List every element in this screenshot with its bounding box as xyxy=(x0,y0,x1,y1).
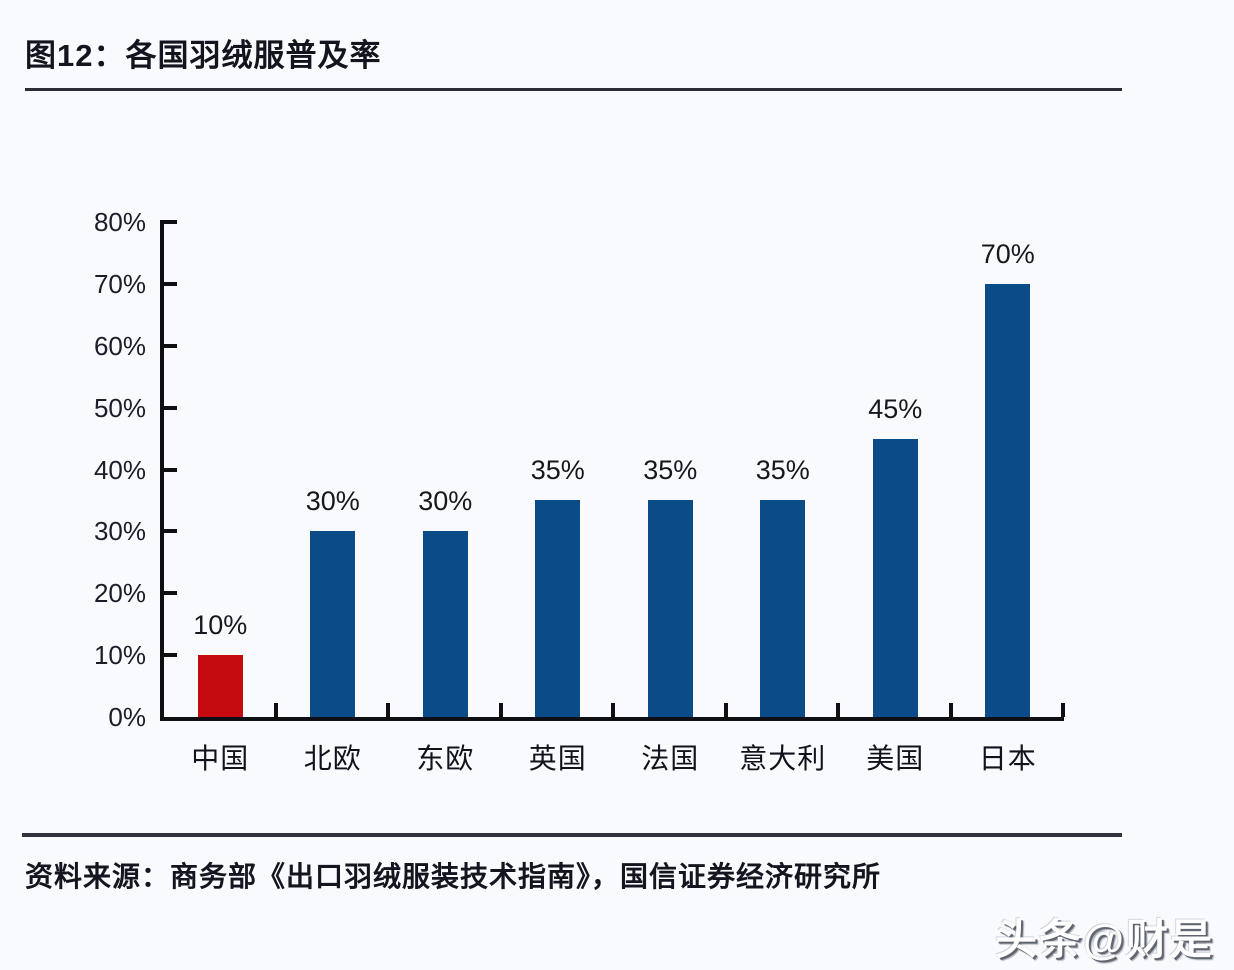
title-divider xyxy=(25,88,1122,91)
y-tick-label: 70% xyxy=(93,268,146,299)
bar-日本 xyxy=(985,283,1031,717)
bar-value-label: 35% xyxy=(643,455,698,486)
category-label: 中国 xyxy=(191,743,250,774)
x-axis-tick xyxy=(273,703,278,717)
x-axis-tick xyxy=(723,703,728,717)
category-label: 美国 xyxy=(866,743,925,774)
bar-中国 xyxy=(197,655,243,717)
category-label: 法国 xyxy=(641,743,700,774)
y-axis-line xyxy=(160,220,164,721)
bar-北欧 xyxy=(310,531,356,717)
bar-东欧 xyxy=(422,531,468,717)
x-axis-tick xyxy=(948,703,953,717)
bar-value-label: 70% xyxy=(980,238,1035,269)
bar-value-label: 10% xyxy=(193,610,248,641)
y-axis-tick xyxy=(164,529,177,534)
y-axis-tick xyxy=(164,405,177,410)
category-label: 东欧 xyxy=(416,743,475,774)
y-tick-label: 20% xyxy=(93,578,146,609)
source-note: 资料来源：商务部《出口羽绒服装技术指南》，国信证券经济研究所 xyxy=(25,861,882,892)
bar-意大利 xyxy=(760,500,806,717)
bar-英国 xyxy=(535,500,581,717)
page-title: 图12：各国羽绒服普及率 xyxy=(25,38,382,73)
x-axis-line xyxy=(160,717,1064,721)
category-label: 日本 xyxy=(978,743,1037,774)
y-axis-tick xyxy=(164,281,177,286)
y-axis-tick xyxy=(164,591,177,596)
y-tick-label: 0% xyxy=(108,702,146,732)
footer-divider xyxy=(22,833,1122,837)
y-axis-tick xyxy=(164,343,177,348)
y-tick-label: 50% xyxy=(93,392,146,423)
y-tick-label: 80% xyxy=(93,207,146,237)
watermark: 头条@财是 xyxy=(995,916,1214,963)
x-axis-tick xyxy=(611,703,615,717)
bar-美国 xyxy=(872,438,918,717)
y-tick-label: 30% xyxy=(93,516,146,547)
category-label: 英国 xyxy=(528,743,587,774)
category-label: 意大利 xyxy=(739,743,827,774)
x-axis-tick xyxy=(386,703,390,717)
y-tick-label: 40% xyxy=(93,454,146,485)
bar-value-label: 45% xyxy=(868,393,923,424)
bar-value-label: 35% xyxy=(755,455,810,486)
bar-value-label: 35% xyxy=(530,455,585,486)
category-label: 北欧 xyxy=(303,743,362,774)
y-axis-tick xyxy=(164,653,177,658)
y-tick-label: 10% xyxy=(93,640,146,671)
y-tick-label: 60% xyxy=(93,330,146,361)
x-axis-tick xyxy=(836,703,840,717)
y-axis-tick xyxy=(164,467,177,472)
y-axis-tick xyxy=(164,220,177,224)
bar-value-label: 30% xyxy=(305,486,360,517)
x-axis-tick xyxy=(1061,703,1065,717)
bar-法国 xyxy=(647,500,693,717)
x-axis-tick xyxy=(498,703,503,717)
bar-value-label: 30% xyxy=(418,486,473,517)
